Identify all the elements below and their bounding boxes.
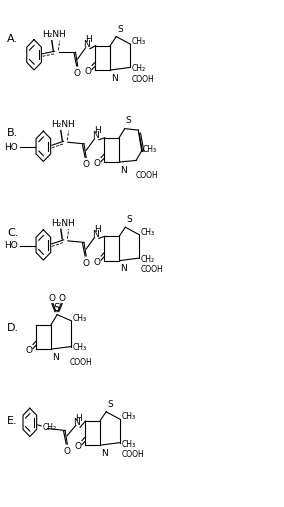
Text: O: O	[74, 69, 81, 78]
Text: N: N	[111, 74, 118, 83]
Text: N: N	[92, 230, 99, 239]
Text: N: N	[73, 418, 80, 427]
Text: H: H	[94, 225, 101, 234]
Text: COOH: COOH	[141, 265, 164, 274]
Text: H: H	[85, 35, 92, 44]
Text: H: H	[67, 219, 74, 228]
Text: CH₃: CH₃	[73, 314, 87, 323]
Text: S: S	[53, 303, 60, 313]
Text: N: N	[83, 40, 89, 49]
Text: H₂N: H₂N	[42, 30, 59, 39]
Text: O: O	[74, 442, 81, 451]
Text: O: O	[82, 161, 89, 169]
Text: COOH: COOH	[122, 450, 144, 459]
Text: O: O	[25, 346, 32, 355]
Text: CH₃: CH₃	[122, 412, 136, 421]
Text: CH₃: CH₃	[132, 37, 146, 46]
Text: CH₃: CH₃	[122, 440, 136, 449]
Text: O: O	[93, 159, 100, 168]
Text: O: O	[84, 67, 91, 76]
Text: O: O	[82, 259, 89, 268]
Text: H: H	[67, 120, 74, 129]
Text: S: S	[118, 24, 124, 33]
Text: S: S	[126, 116, 131, 125]
Text: N: N	[52, 352, 59, 361]
Text: N: N	[120, 165, 127, 174]
Text: CH₃: CH₃	[141, 228, 155, 237]
Text: CH₂: CH₂	[43, 423, 57, 432]
Text: B.: B.	[7, 128, 18, 138]
Text: CH₃: CH₃	[143, 146, 157, 154]
Text: N: N	[92, 131, 99, 140]
Text: E.: E.	[7, 416, 18, 426]
Text: CH₂: CH₂	[132, 64, 146, 74]
Text: H: H	[76, 414, 82, 423]
Text: N: N	[120, 264, 127, 273]
Text: COOH: COOH	[70, 357, 93, 367]
Text: O: O	[59, 294, 66, 303]
Text: S: S	[127, 215, 132, 224]
Text: H₂N: H₂N	[51, 120, 68, 129]
Text: C.: C.	[7, 228, 19, 238]
Text: HO: HO	[4, 143, 18, 152]
Text: HO: HO	[4, 241, 18, 250]
Text: CH₂: CH₂	[141, 255, 155, 264]
Text: O: O	[93, 258, 100, 267]
Text: H: H	[94, 126, 101, 135]
Text: S: S	[108, 400, 113, 409]
Text: O: O	[64, 447, 70, 456]
Text: COOH: COOH	[132, 75, 154, 84]
Text: N: N	[101, 449, 108, 458]
Text: CH₃: CH₃	[73, 343, 87, 352]
Text: COOH: COOH	[135, 170, 158, 179]
Text: A.: A.	[7, 33, 18, 44]
Text: H₂N: H₂N	[51, 219, 68, 228]
Text: H: H	[58, 30, 64, 39]
Text: O: O	[48, 294, 55, 303]
Text: D.: D.	[7, 323, 19, 333]
